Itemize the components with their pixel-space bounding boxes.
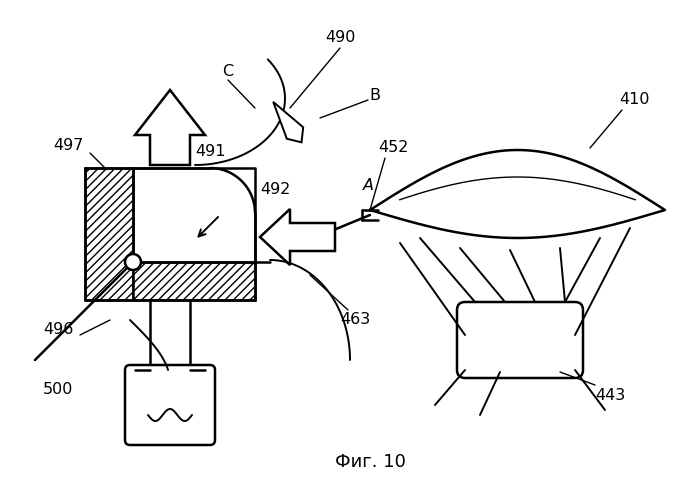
Text: 497: 497: [53, 137, 83, 153]
Text: Фиг. 10: Фиг. 10: [335, 453, 405, 471]
Polygon shape: [260, 209, 335, 265]
Text: 491: 491: [195, 144, 225, 159]
FancyBboxPatch shape: [457, 302, 583, 378]
Text: 496: 496: [43, 323, 73, 337]
Text: B: B: [370, 87, 380, 103]
Text: C: C: [222, 64, 233, 80]
Text: 500: 500: [43, 383, 73, 397]
Polygon shape: [85, 168, 133, 300]
Polygon shape: [133, 262, 255, 300]
Polygon shape: [370, 150, 665, 238]
Text: A: A: [363, 178, 373, 192]
Polygon shape: [273, 102, 303, 143]
Polygon shape: [135, 90, 205, 165]
Text: 443: 443: [595, 387, 625, 403]
Circle shape: [125, 254, 141, 270]
Text: 452: 452: [378, 141, 408, 156]
Text: 463: 463: [340, 312, 370, 327]
Text: 490: 490: [325, 31, 355, 46]
Text: 410: 410: [620, 93, 650, 108]
FancyBboxPatch shape: [125, 365, 215, 445]
Text: 492: 492: [260, 182, 290, 197]
